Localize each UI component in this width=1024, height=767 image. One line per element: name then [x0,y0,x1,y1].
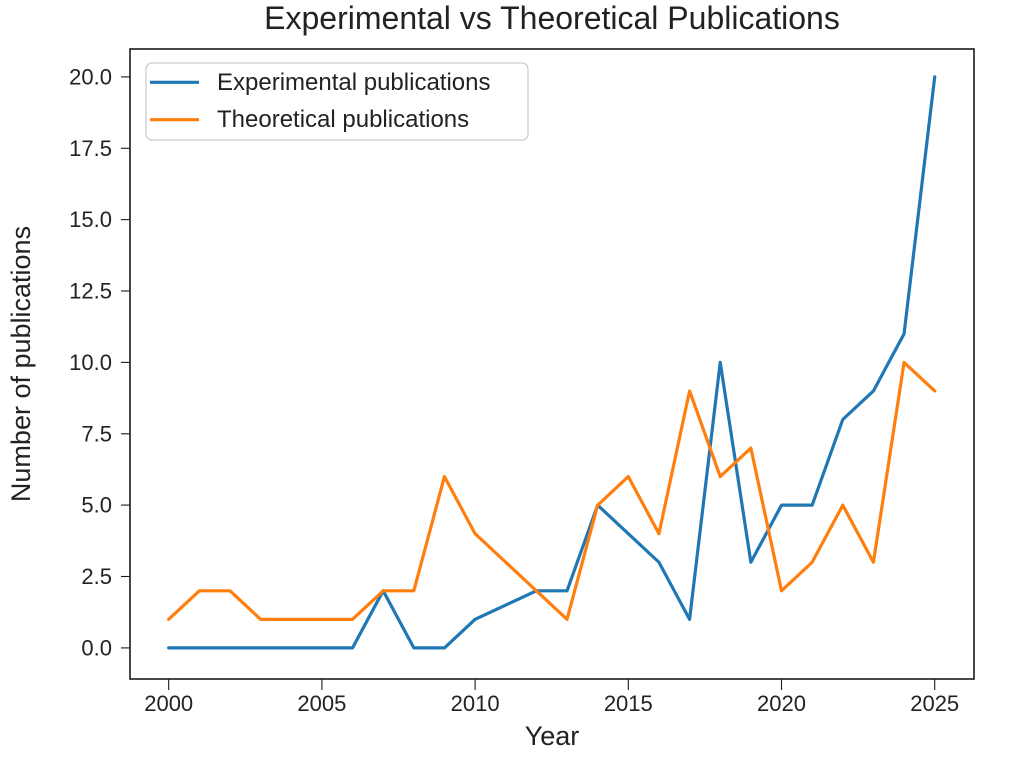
svg-text:10.0: 10.0 [69,350,112,375]
svg-text:Year: Year [525,721,580,751]
svg-text:Experimental publications: Experimental publications [217,69,490,96]
svg-text:Number of publications: Number of publications [6,226,36,502]
svg-text:2010: 2010 [451,691,500,716]
svg-text:2015: 2015 [604,691,653,716]
svg-text:17.5: 17.5 [69,136,112,161]
svg-text:5.0: 5.0 [81,493,112,518]
svg-text:20.0: 20.0 [69,65,112,90]
svg-text:2025: 2025 [910,691,959,716]
svg-text:2005: 2005 [297,691,346,716]
svg-text:Theoretical publications: Theoretical publications [217,106,469,133]
svg-text:2000: 2000 [144,691,193,716]
svg-text:2.5: 2.5 [81,564,112,589]
svg-text:7.5: 7.5 [81,421,112,446]
svg-text:2020: 2020 [757,691,806,716]
svg-text:15.0: 15.0 [69,207,112,232]
svg-text:0.0: 0.0 [81,636,112,661]
svg-text:12.5: 12.5 [69,279,112,304]
svg-text:Experimental vs Theoretical Pu: Experimental vs Theoretical Publications [264,0,840,36]
